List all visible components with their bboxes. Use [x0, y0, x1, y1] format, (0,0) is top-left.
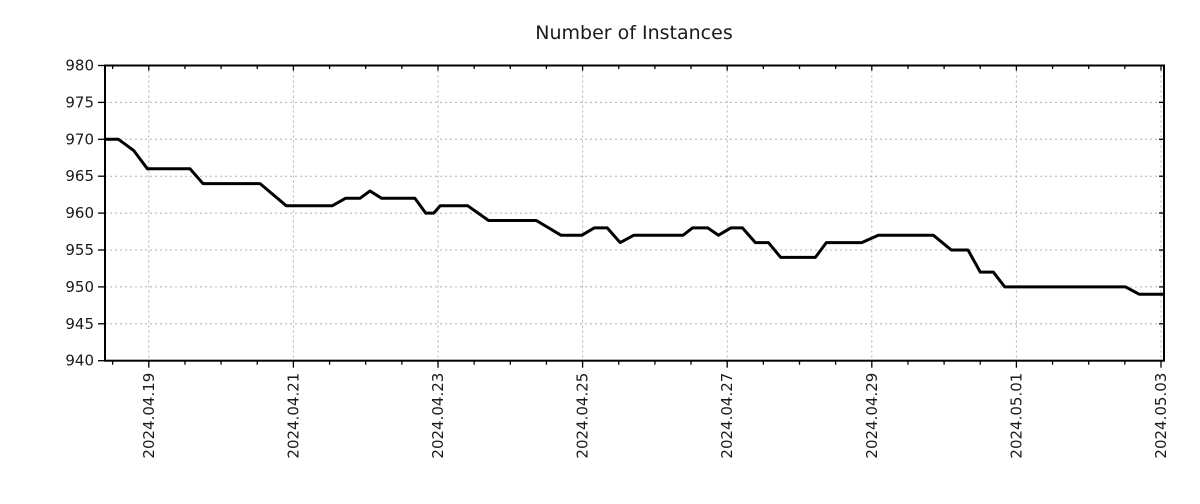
- x-tick-label: 2024.04.21: [284, 373, 302, 459]
- y-tick-label: 945: [65, 315, 94, 333]
- axis-ticks: [98, 64, 1164, 368]
- chart-title: Number of Instances: [535, 22, 732, 44]
- series-line-instances: [105, 137, 1164, 296]
- y-tick-label: 950: [65, 278, 94, 296]
- x-tick-label: 2024.05.01: [1007, 373, 1025, 459]
- x-tick-label: 2024.04.23: [429, 373, 447, 459]
- y-tick-label: 980: [65, 57, 94, 75]
- data-series: [105, 137, 1164, 296]
- y-tick-label: 955: [65, 241, 94, 259]
- y-tick-label: 970: [65, 130, 94, 148]
- x-tick-label: 2024.05.03: [1152, 373, 1170, 459]
- y-tick-label: 940: [65, 352, 94, 370]
- x-tick-label: 2024.04.29: [863, 373, 881, 459]
- x-tick-label: 2024.04.19: [140, 373, 158, 459]
- y-tick-label: 965: [65, 167, 94, 185]
- x-tick-label: 2024.04.25: [574, 373, 592, 459]
- y-tick-label: 960: [65, 204, 94, 222]
- x-axis-tick-labels: 2024.04.19 2024.04.21 2024.04.23 2024.04.25…: [140, 373, 1170, 459]
- gridlines: [105, 65, 1164, 361]
- x-tick-label: 2024.04.27: [718, 373, 736, 459]
- y-axis-tick-labels: 940 945 950 955 960 965 970 975 980: [65, 57, 94, 370]
- y-tick-label: 975: [65, 93, 94, 111]
